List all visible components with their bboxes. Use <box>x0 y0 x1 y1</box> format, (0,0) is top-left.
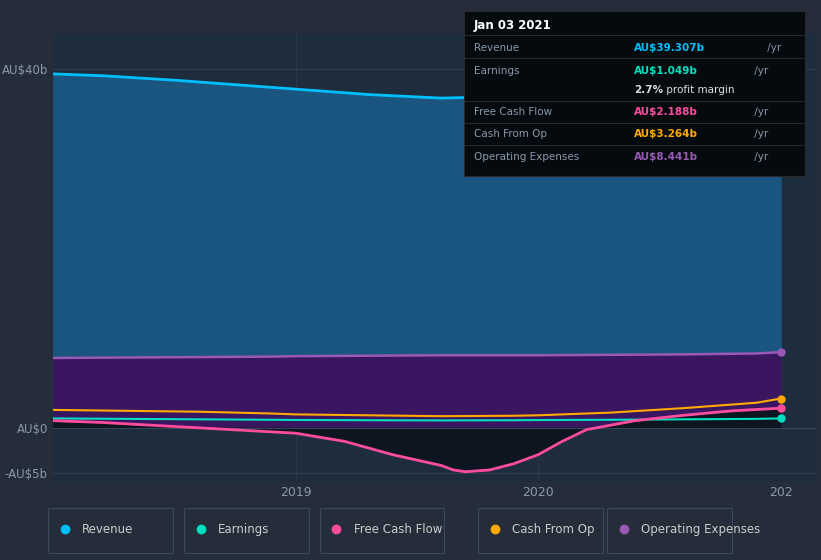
Text: Cash From Op: Cash From Op <box>512 522 595 536</box>
Text: AU$8.441b: AU$8.441b <box>635 152 699 162</box>
FancyBboxPatch shape <box>479 508 603 553</box>
Text: AU$1.049b: AU$1.049b <box>635 67 698 77</box>
Text: Cash From Op: Cash From Op <box>474 129 547 139</box>
Text: Revenue: Revenue <box>82 522 133 536</box>
Text: AU$2.188b: AU$2.188b <box>635 107 698 117</box>
Text: Jan 03 2021: Jan 03 2021 <box>474 18 552 32</box>
Text: profit margin: profit margin <box>663 85 735 95</box>
Text: Free Cash Flow: Free Cash Flow <box>354 522 443 536</box>
Text: Free Cash Flow: Free Cash Flow <box>474 107 553 117</box>
Text: /yr: /yr <box>750 67 768 77</box>
Text: /yr: /yr <box>750 152 768 162</box>
FancyBboxPatch shape <box>320 508 444 553</box>
FancyBboxPatch shape <box>607 508 732 553</box>
Text: Revenue: Revenue <box>474 43 519 53</box>
Text: Earnings: Earnings <box>218 522 269 536</box>
Text: /yr: /yr <box>750 107 768 117</box>
Text: Operating Expenses: Operating Expenses <box>641 522 760 536</box>
Text: AU$3.264b: AU$3.264b <box>635 129 698 139</box>
Text: Operating Expenses: Operating Expenses <box>474 152 580 162</box>
FancyBboxPatch shape <box>184 508 309 553</box>
Text: 2.7%: 2.7% <box>635 85 663 95</box>
Text: AU$39.307b: AU$39.307b <box>635 43 705 53</box>
Text: /yr: /yr <box>750 129 768 139</box>
Text: /yr: /yr <box>764 43 781 53</box>
FancyBboxPatch shape <box>48 508 172 553</box>
Text: Earnings: Earnings <box>474 67 520 77</box>
